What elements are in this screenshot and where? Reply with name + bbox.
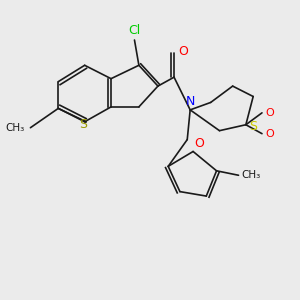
Text: S: S bbox=[249, 120, 257, 133]
Text: O: O bbox=[178, 45, 188, 58]
Text: N: N bbox=[185, 95, 195, 108]
Text: O: O bbox=[195, 137, 204, 150]
Text: CH₃: CH₃ bbox=[242, 170, 261, 180]
Text: O: O bbox=[265, 129, 274, 139]
Text: O: O bbox=[265, 108, 274, 118]
Text: CH₃: CH₃ bbox=[5, 123, 25, 133]
Text: S: S bbox=[79, 118, 87, 131]
Text: Cl: Cl bbox=[128, 24, 141, 37]
